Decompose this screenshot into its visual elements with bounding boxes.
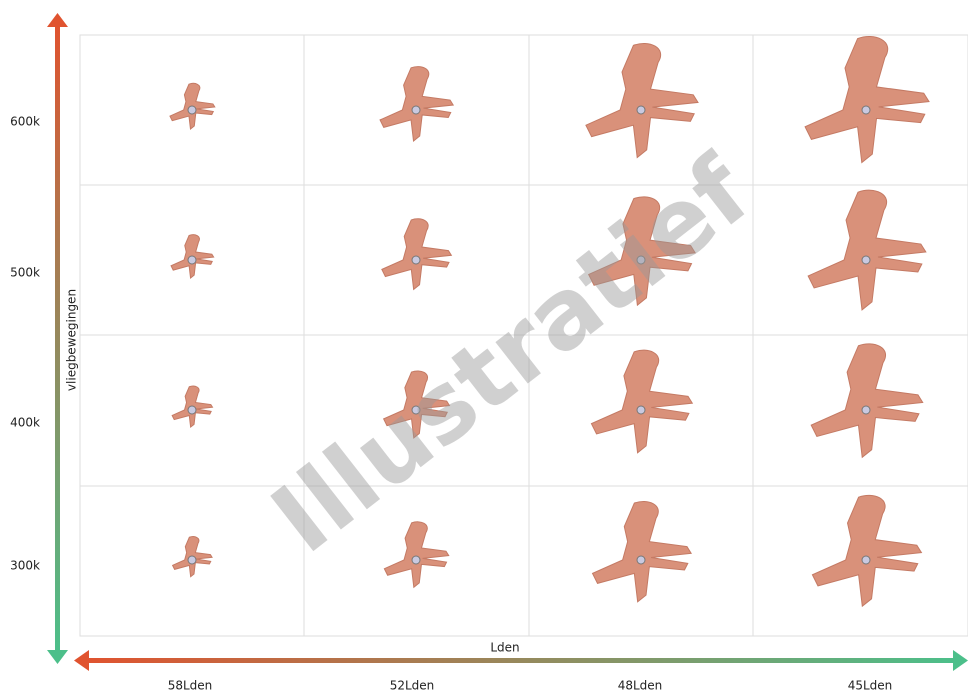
airport	[411, 105, 421, 115]
row-label: 300k	[10, 559, 40, 573]
grid	[79, 34, 968, 637]
noise-contour	[804, 35, 930, 164]
row-label: 400k	[10, 416, 40, 430]
column-label: 52Lden	[390, 679, 435, 693]
airport	[861, 255, 871, 265]
noise-contour	[381, 218, 452, 290]
airport	[187, 405, 197, 415]
airport	[187, 105, 197, 115]
column-label: 45Lden	[848, 679, 893, 693]
airport	[636, 255, 646, 265]
y-arrow-head	[47, 13, 68, 27]
airport	[861, 405, 871, 415]
y-arrow	[55, 24, 60, 652]
contours	[169, 35, 930, 607]
y-arrow-head	[47, 650, 68, 664]
noise-contour	[807, 189, 927, 311]
noise-contour	[592, 500, 692, 603]
row-label: 600k	[10, 115, 40, 129]
airport	[411, 255, 421, 265]
x-arrow-head	[953, 650, 968, 671]
x-arrow	[86, 658, 956, 663]
airport	[411, 555, 421, 565]
airport	[411, 405, 421, 415]
noise-contour	[810, 343, 924, 458]
noise-contour	[811, 494, 922, 607]
noise-contour	[379, 66, 454, 142]
noise-contour	[590, 349, 693, 454]
airport	[187, 255, 197, 265]
airport	[187, 555, 197, 565]
airport	[861, 105, 871, 115]
airport	[861, 555, 871, 565]
airport	[636, 555, 646, 565]
airport	[636, 405, 646, 415]
noise-contour	[585, 43, 699, 158]
column-label: 58Lden	[168, 679, 213, 693]
watermark: Illustratief	[252, 134, 772, 574]
row-label: 500k	[10, 266, 40, 280]
x-axis-title: Lden	[490, 641, 519, 655]
x-arrow-head	[74, 650, 89, 671]
column-label: 48Lden	[618, 679, 663, 693]
noise-contour	[383, 521, 450, 588]
y-axis-title: vliegbewegingen	[65, 289, 79, 391]
airport	[636, 105, 646, 115]
